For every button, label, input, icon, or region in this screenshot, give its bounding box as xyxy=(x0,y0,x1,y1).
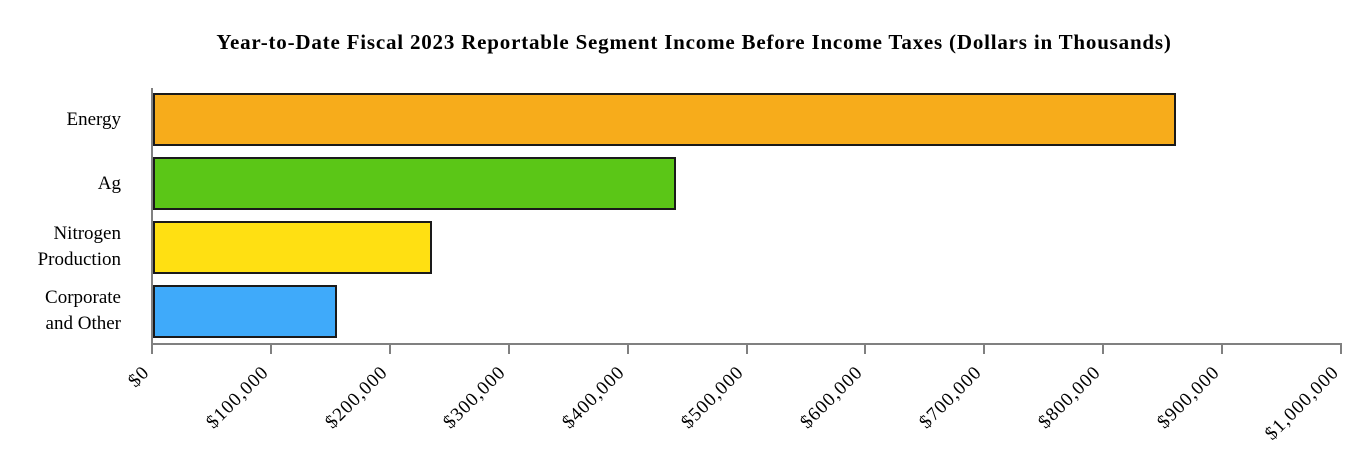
x-tick-label: $900,000 xyxy=(1153,362,1224,433)
x-tick-label: $300,000 xyxy=(439,362,511,433)
x-tick-label: $400,000 xyxy=(558,362,630,433)
y-label-ag: Ag xyxy=(97,172,121,194)
x-tick-mark xyxy=(626,345,629,354)
x-tick-label: $0 xyxy=(124,362,154,392)
x-tick-mark xyxy=(983,345,986,354)
x-tick-mark xyxy=(1221,345,1224,354)
x-tick-label: $200,000 xyxy=(320,362,392,433)
x-tick-label: $600,000 xyxy=(796,362,868,433)
chart-title: Year-to-Date Fiscal 2023 Reportable Segm… xyxy=(216,30,1172,54)
bar-corporate-and-other xyxy=(153,284,338,338)
y-label-nitrogen-production: Nitrogen Production xyxy=(37,223,121,271)
x-tick-mark xyxy=(388,345,391,354)
x-tick-label: $500,000 xyxy=(677,362,749,433)
x-tick-mark xyxy=(864,345,867,354)
plot-area xyxy=(151,88,1342,345)
x-tick-mark xyxy=(507,345,510,354)
y-label-corporate-and-other: Corporate and Other xyxy=(45,287,121,335)
x-tick-mark xyxy=(269,345,272,354)
bar-nitrogen-production xyxy=(153,220,433,274)
x-tick-mark xyxy=(151,345,153,354)
x-tick-label: $800,000 xyxy=(1034,362,1106,433)
x-tick-mark xyxy=(1102,345,1105,354)
x-tick-mark xyxy=(1340,345,1342,354)
x-tick-label: $100,000 xyxy=(201,362,273,433)
x-tick-mark xyxy=(745,345,748,354)
x-tick-label: $1,000,000 xyxy=(1260,362,1343,445)
x-axis: $0 $100,000 $200,000 $300,000 $400,000 $500,0… xyxy=(124,345,1343,470)
bar-ag xyxy=(153,157,677,211)
y-label-energy: Energy xyxy=(66,108,121,130)
x-tick-label: $700,000 xyxy=(915,362,987,433)
bar-energy xyxy=(153,93,1176,147)
y-axis-category-labels: Energy Ag Nitrogen Production Corporate and… xyxy=(0,88,121,343)
